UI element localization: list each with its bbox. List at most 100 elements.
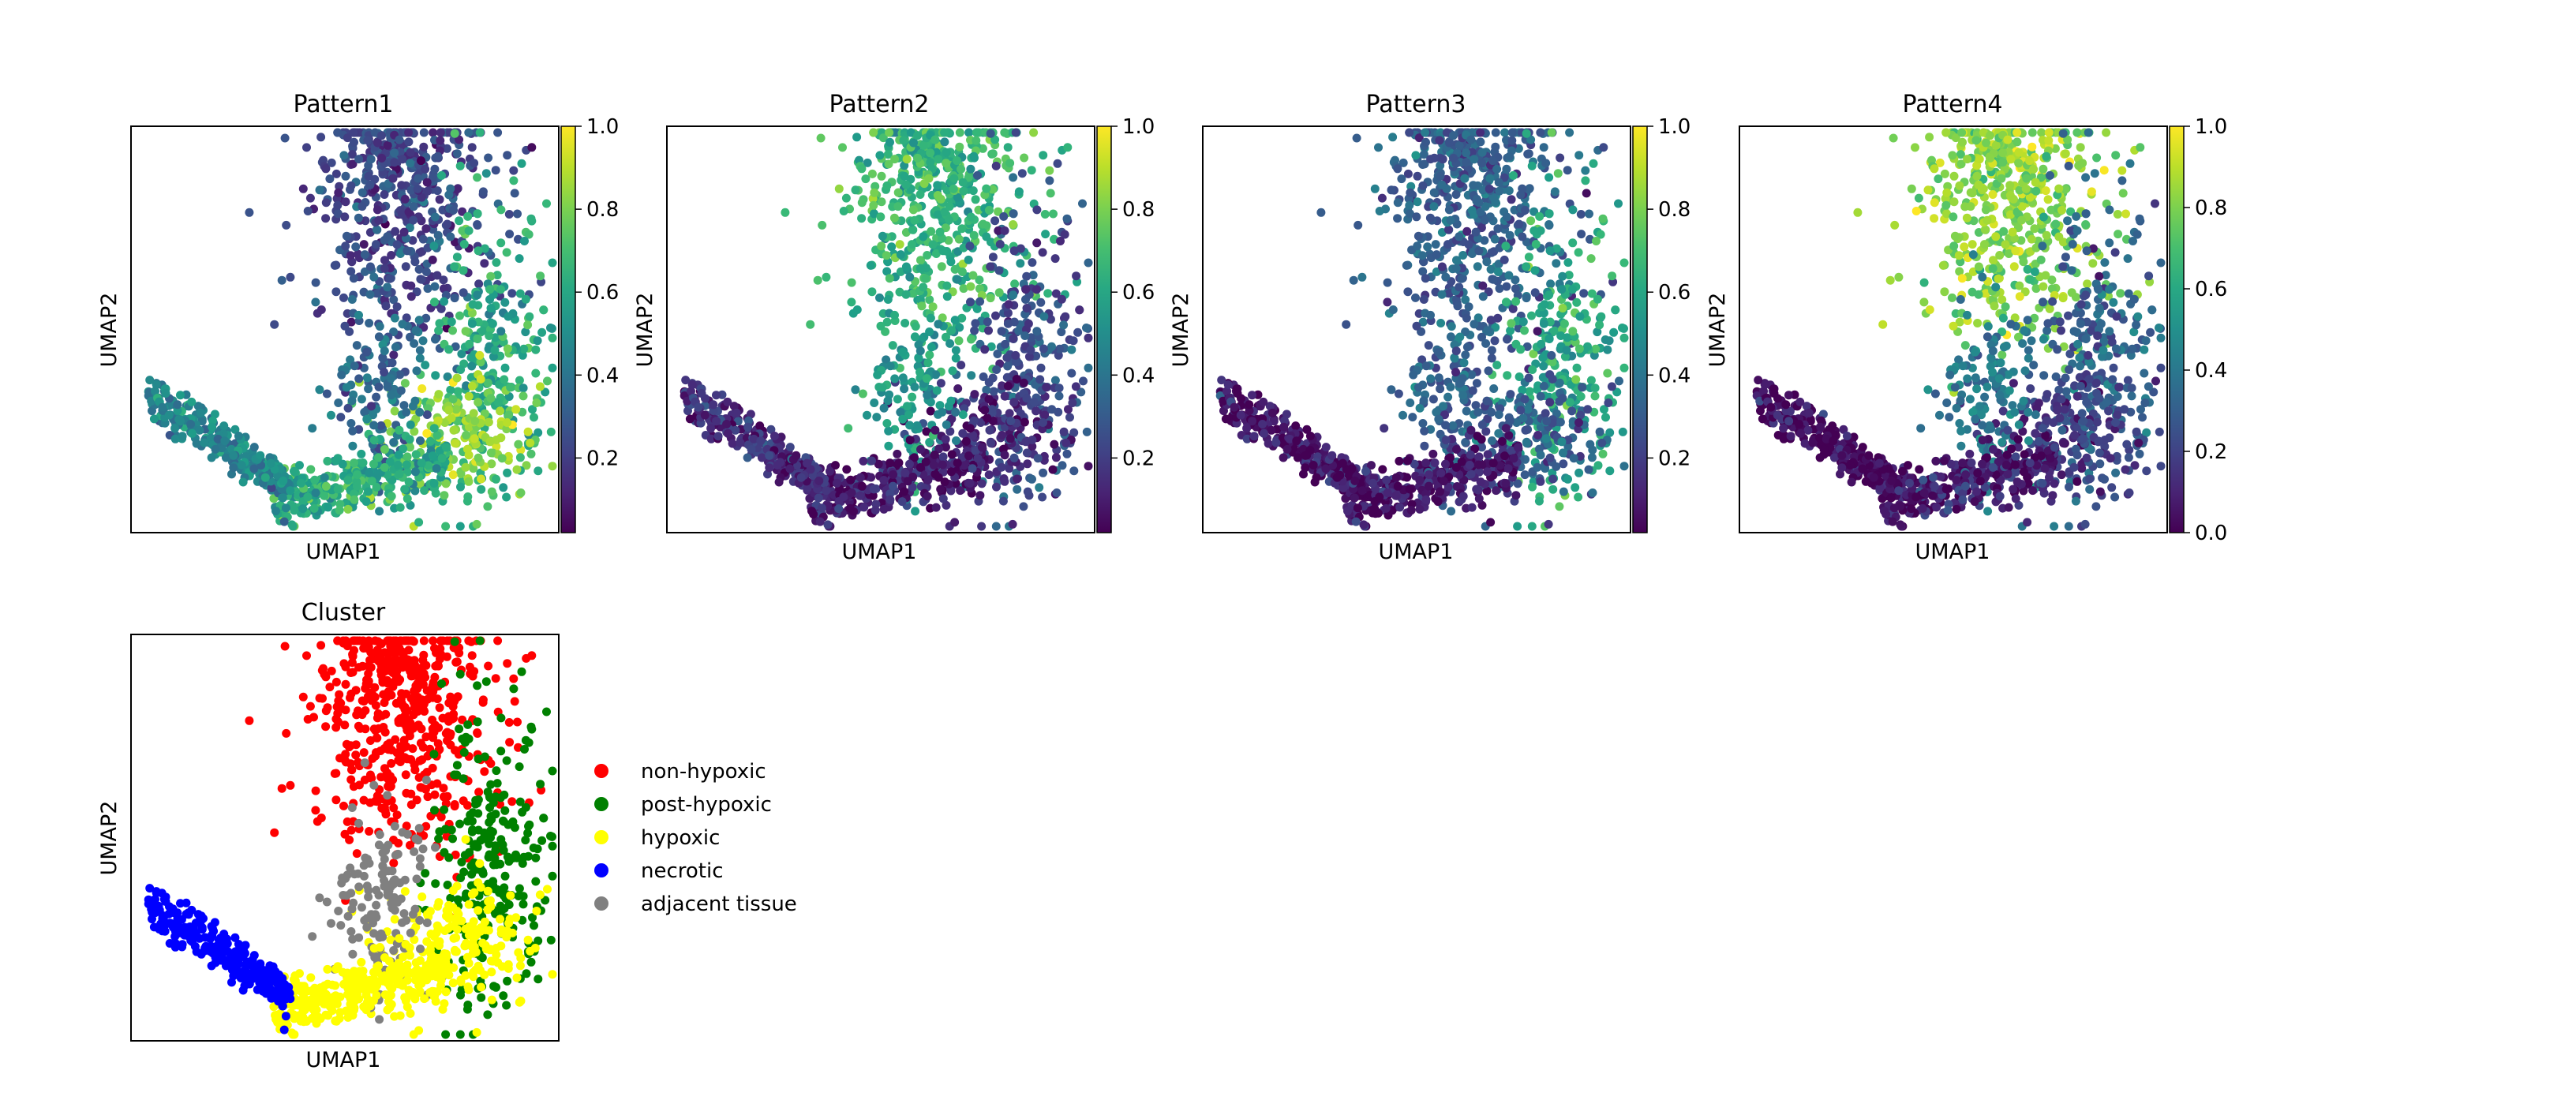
data-point — [509, 176, 519, 185]
data-point — [972, 128, 981, 137]
data-point — [315, 385, 324, 395]
data-point — [449, 205, 458, 215]
data-point — [1387, 385, 1396, 395]
data-point — [230, 425, 240, 434]
data-point — [1040, 210, 1050, 219]
data-point — [1545, 398, 1555, 407]
data-point — [1562, 346, 1571, 355]
data-point — [1436, 487, 1445, 496]
data-point — [1518, 413, 1528, 423]
data-point — [1003, 143, 1013, 152]
data-point — [1511, 491, 1521, 500]
data-point — [448, 470, 458, 480]
data-point — [969, 416, 979, 425]
data-point — [813, 275, 822, 285]
data-point — [448, 395, 458, 404]
data-point — [888, 341, 897, 350]
data-point — [991, 311, 1000, 320]
data-point — [1482, 396, 1492, 406]
data-point — [492, 474, 500, 484]
data-point — [316, 305, 326, 314]
data-point — [340, 321, 350, 331]
data-point — [1026, 346, 1035, 355]
data-point — [1039, 418, 1047, 427]
data-point — [984, 326, 993, 335]
data-point — [1524, 253, 1533, 262]
data-point — [1522, 294, 1531, 303]
data-point — [410, 486, 420, 496]
data-point — [1614, 199, 1623, 208]
data-point — [170, 434, 180, 443]
data-point — [415, 354, 425, 363]
data-point — [1449, 131, 1458, 140]
data-point — [1565, 398, 1574, 407]
data-point — [389, 438, 399, 447]
data-point — [915, 346, 925, 356]
data-point — [409, 215, 418, 225]
data-point — [503, 418, 511, 427]
data-point — [410, 396, 420, 406]
data-point — [339, 293, 348, 302]
data-point — [320, 473, 329, 482]
data-point — [346, 267, 356, 276]
data-point — [1493, 268, 1503, 276]
data-point — [906, 128, 915, 137]
data-point — [435, 319, 444, 328]
data-point — [1023, 459, 1032, 469]
data-point — [1474, 452, 1484, 462]
data-point — [358, 202, 367, 211]
data-point — [200, 438, 209, 447]
data-point — [515, 453, 525, 462]
data-point — [1528, 365, 1537, 374]
data-point — [1036, 363, 1046, 372]
data-point — [1511, 297, 1521, 306]
data-point — [1032, 238, 1042, 248]
data-point — [870, 209, 878, 219]
data-point — [903, 402, 912, 411]
data-point — [1601, 413, 1610, 422]
data-point — [402, 494, 412, 503]
data-point — [448, 326, 457, 335]
data-point — [941, 435, 950, 444]
data-point — [1458, 391, 1468, 400]
panel-title: Pattern3 — [1365, 91, 1466, 118]
data-point — [957, 224, 967, 234]
data-point — [1029, 398, 1039, 407]
data-point — [929, 460, 938, 470]
data-point — [990, 216, 1000, 226]
data-point — [1002, 372, 1012, 382]
data-point — [884, 441, 893, 451]
data-point — [998, 496, 1008, 506]
data-point — [1457, 274, 1466, 283]
data-point — [374, 453, 383, 462]
data-point — [395, 503, 405, 512]
data-point — [1458, 251, 1468, 260]
data-point — [1424, 481, 1433, 491]
data-point — [1003, 319, 1013, 328]
data-point — [1316, 208, 1326, 217]
data-point — [731, 425, 740, 435]
data-point — [1576, 410, 1586, 420]
data-point — [352, 481, 361, 491]
data-point — [955, 128, 964, 137]
data-point — [369, 421, 379, 430]
data-point — [1539, 381, 1548, 391]
data-point — [519, 384, 528, 393]
data-point — [1590, 391, 1600, 401]
data-point — [916, 256, 925, 265]
data-point — [461, 462, 470, 472]
data-point — [1413, 383, 1423, 392]
data-point — [1419, 396, 1428, 406]
data-point — [1082, 427, 1091, 436]
data-point — [911, 322, 920, 331]
data-point — [1050, 440, 1059, 449]
data-point — [421, 268, 431, 276]
data-point — [377, 153, 387, 163]
colorbar: 0.20.40.60.81.0 — [1096, 115, 1155, 533]
data-point — [1544, 519, 1553, 529]
data-point — [414, 316, 424, 325]
data-point — [451, 439, 460, 448]
data-point — [546, 324, 555, 332]
y-axis-label: UMAP2 — [97, 293, 122, 368]
data-point — [1586, 254, 1596, 264]
